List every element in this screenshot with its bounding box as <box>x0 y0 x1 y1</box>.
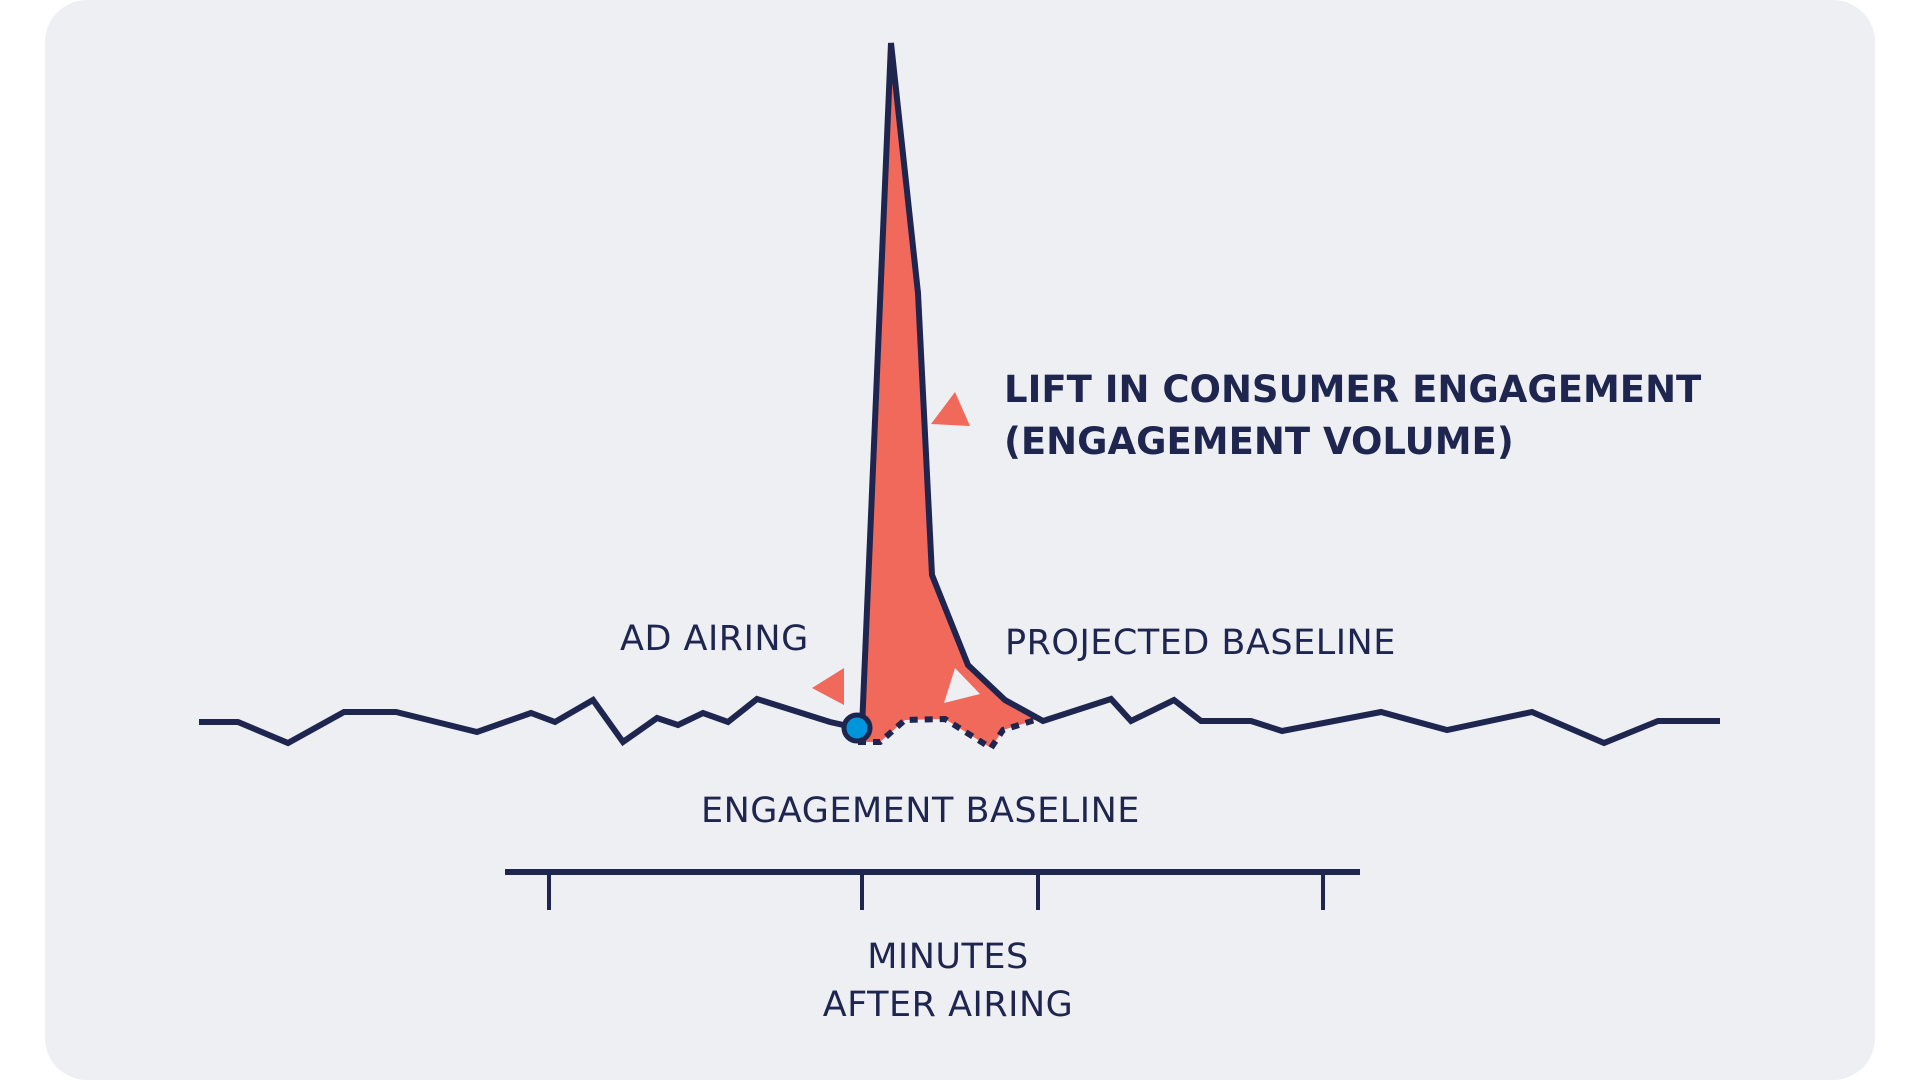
projected-baseline-line <box>858 715 1036 753</box>
diagram-panel <box>45 0 1875 1080</box>
x-axis-label-line2: AFTER AIRING <box>822 985 1074 1025</box>
lift-label-line2: (ENGAGEMENT VOLUME) <box>1004 420 1514 463</box>
ad-airing-label: AD AIRING <box>620 619 809 659</box>
engagement-line <box>199 42 1720 747</box>
ad-airing-pointer-icon <box>812 668 844 705</box>
lift-area <box>858 43 1043 748</box>
projected-baseline-pointer-icon <box>944 668 980 703</box>
ad-airing-marker <box>841 712 873 744</box>
x-axis-label-line1: MINUTES <box>867 937 1029 977</box>
engagement-baseline-label: ENGAGEMENT BASELINE <box>701 791 1140 831</box>
projected-baseline-label: PROJECTED BASELINE <box>1005 623 1396 663</box>
lift-label-line1: LIFT IN CONSUMER ENGAGEMENT <box>1004 368 1702 411</box>
lift-pointer-icon <box>931 392 970 426</box>
lift-label: LIFT IN CONSUMER ENGAGEMENT (ENGAGEMENT … <box>1004 364 1701 468</box>
x-axis-label: MINUTES AFTER AIRING <box>748 933 1148 1029</box>
